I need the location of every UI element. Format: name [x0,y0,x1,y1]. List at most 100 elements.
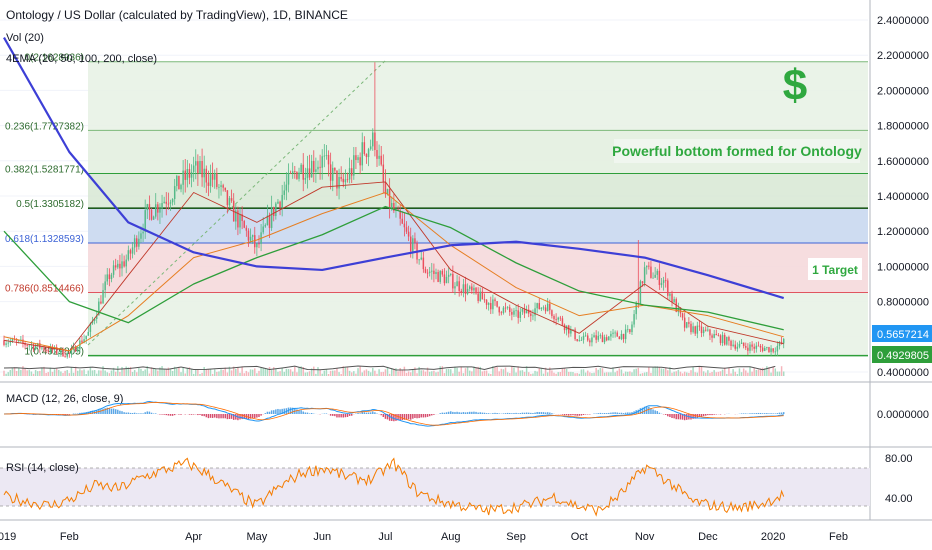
candle-body [49,346,52,352]
time-tick-label: 2019 [0,531,16,543]
macd-histogram-bar [462,412,465,414]
candle-body [308,168,311,178]
volume-bar [68,373,71,376]
macd-histogram-bar [167,414,170,416]
candle-body [608,336,610,341]
candle-body [266,215,269,226]
candle-body [576,339,578,341]
macd-histogram-bar [679,414,682,420]
volume-bar [407,371,410,376]
price-tick-label: 2.4000000 [877,15,929,27]
volume-bar [603,372,606,376]
volume-bar [599,368,602,376]
candle-body [723,334,726,345]
macd-histogram-bar [711,414,713,416]
volume-bar [348,370,351,376]
macd-histogram-bar [654,410,656,414]
macd-label[interactable]: MACD (12, 26, close, 9) [6,393,123,405]
macd-histogram-bar [306,412,309,414]
candles[interactable] [3,62,785,359]
candle-body [327,154,330,165]
volume-bar [152,368,155,376]
candle-body [555,319,557,320]
ema-lines[interactable] [3,37,785,352]
candle-body [3,340,5,345]
macd-histogram-bar [104,408,106,414]
candle-body [138,238,140,247]
candle-body [658,270,661,286]
volume-bar [593,372,595,376]
macd-histogram-bar [266,411,269,414]
candle-body [11,338,14,342]
candle-body [136,238,138,247]
candle-body [683,317,686,328]
rsi-tick-40: 40.00 [885,493,913,505]
volume-bar [454,366,456,376]
candle-body [553,316,555,320]
volume-bar [279,371,281,376]
volume-bar [686,372,688,376]
volume-bar [197,369,199,376]
macd-histogram-bar [412,414,414,419]
volume-bar [412,368,414,376]
candle-body [740,342,743,344]
candle-body [597,335,600,340]
candle-body [201,160,203,178]
volume-bar [766,366,768,376]
candle-body [721,334,724,344]
volume-bar [782,371,785,376]
price-tick-label: 1.0000000 [877,261,929,273]
volume-bar [462,373,465,376]
candle-body [348,168,351,180]
macd-histogram-bar [277,408,279,414]
candle-body [154,204,157,217]
volume-bar [618,368,621,376]
macd-histogram-bar [460,412,463,414]
fib-zone [88,61,868,131]
candle-body [504,307,507,309]
candle-body [334,167,336,171]
macd-histogram-bar [211,414,214,418]
volume-bar [355,373,357,376]
volume-bar [5,373,7,376]
volume-bar [254,368,256,376]
macd-histogram-bar [540,412,543,414]
candle-body [378,155,380,159]
candle-body [441,270,444,275]
macd-histogram-bar [230,414,233,419]
macd-histogram-bar [629,412,631,414]
ema-indicator-label[interactable]: 4EMA (20, 50, 100, 200, close) [6,53,157,65]
candle-body [247,230,250,241]
candle-body [171,199,174,203]
candle-body [447,274,450,277]
macd-histogram-bar [776,413,779,414]
volume-bars [3,366,785,376]
vol-indicator-label[interactable]: Vol (20) [6,32,44,44]
fib-low-badge [872,346,932,363]
volume-bar [576,373,578,376]
volume-bar [778,371,781,376]
volume-bar [620,369,623,376]
volume-bar [11,368,14,376]
candle-body [578,340,581,342]
candle-body [500,312,503,314]
macd-histogram-bar [502,413,505,414]
candle-body [342,178,345,183]
time-axis[interactable]: 2019 Feb Apr May Jun Jul Aug Sep Oct Nov Dec 2020 Fe… [0,531,848,543]
volume-bar [165,369,168,376]
candle-body [542,307,545,309]
candle-body [15,340,18,342]
rsi-label[interactable]: RSI (14, close) [6,462,79,474]
candle-body [595,335,597,340]
macd-histogram-bar [146,411,149,414]
candle-body [778,341,781,346]
volume-bar [506,372,509,376]
fibonacci-levels[interactable] [88,61,868,357]
volume-bar [658,367,661,376]
volume-bar [656,366,659,376]
volume-bar [367,370,370,376]
candle-body [60,349,62,354]
macd-histogram-bar [445,412,448,414]
macd-histogram-bar [458,412,460,414]
